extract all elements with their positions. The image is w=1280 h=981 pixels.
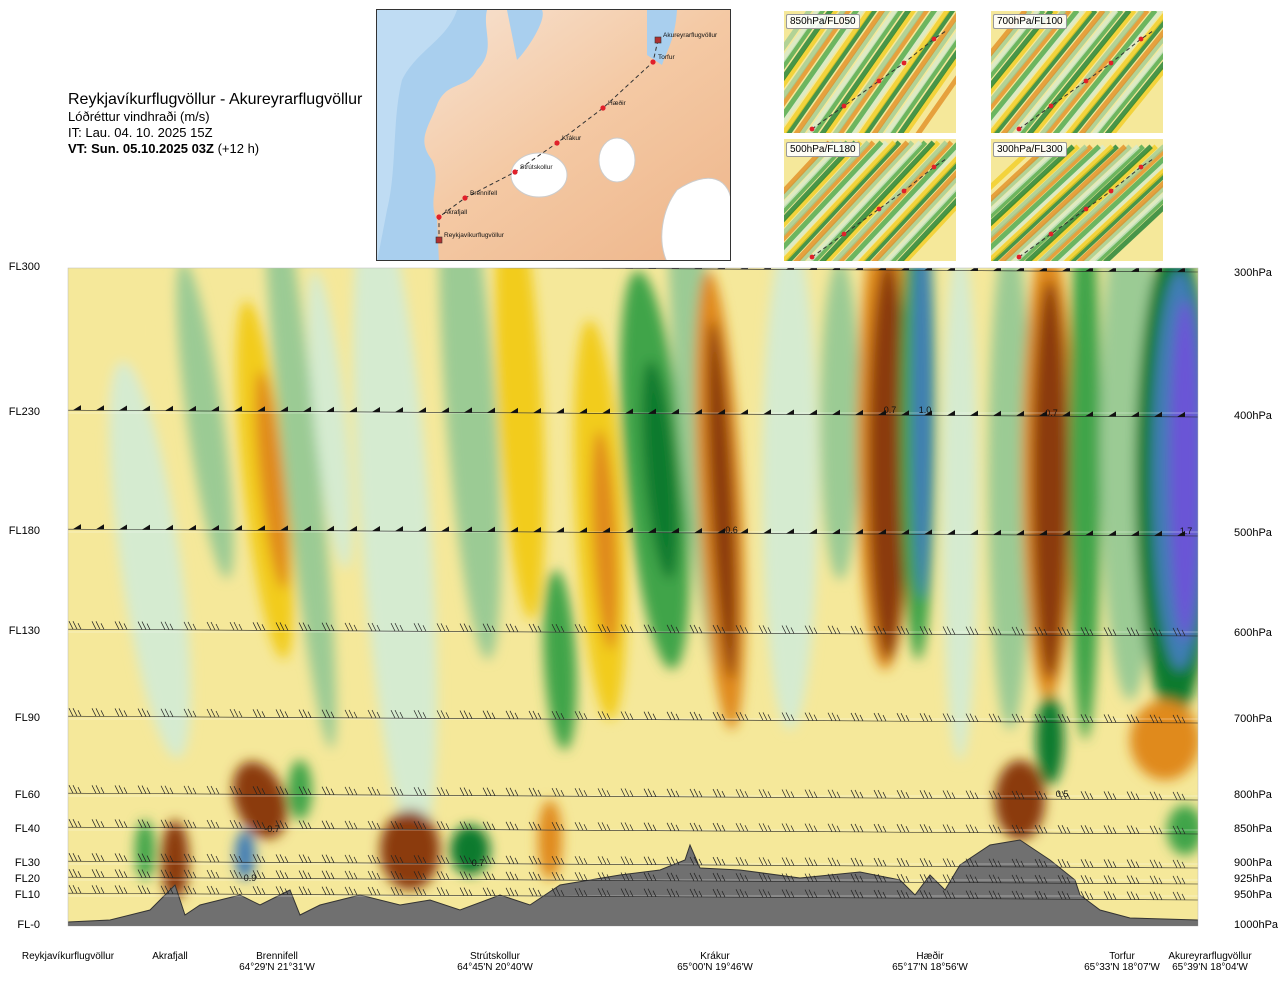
map-point-label: Akureyrarflugvöllur xyxy=(663,32,718,39)
flight-level-label: FL30 xyxy=(14,857,40,869)
title-block: Reykjavíkurflugvöllur - Akureyrarflugvöl… xyxy=(68,90,362,157)
map-point-label: Strútskollur xyxy=(520,164,553,171)
map-point-label: Reykjavíkurflugvöllur xyxy=(444,232,505,239)
value-annotation: 0.5 xyxy=(1056,789,1069,799)
flight-level-label: FL230 xyxy=(8,406,40,418)
map-point-label: Torfur xyxy=(658,54,675,61)
station-label: Strútskollur 64°45'N 20°40'W xyxy=(457,951,533,973)
pressure-level-label: 1000hPa xyxy=(1234,919,1279,931)
pressure-level-label: 500hPa xyxy=(1234,527,1272,539)
map-point-label: Akrafjall xyxy=(444,209,468,216)
map-point-marker xyxy=(436,214,442,220)
valid-time: VT: Sun. 05.10.2025 03Z (+12 h) xyxy=(68,141,260,156)
station-label: Brennifell 64°29'N 21°31'W xyxy=(239,951,315,973)
wind-barbs xyxy=(68,268,1198,901)
chart-title: Reykjavíkurflugvöllur - Akureyrarflugvöl… xyxy=(68,91,363,108)
flight-level-label: FL40 xyxy=(14,823,40,835)
map-point-marker xyxy=(600,105,606,111)
station-label: Hæðir 65°17'N 18°56'W xyxy=(892,951,968,973)
map-airport-marker xyxy=(435,236,443,244)
pressure-level-label: 700hPa xyxy=(1234,713,1272,725)
route-map: Akureyrarflugvöllur Torfur Hæðir Krákur Strú… xyxy=(376,9,731,261)
pressure-level-label: 300hPa xyxy=(1234,267,1272,279)
wind-bands xyxy=(68,268,1198,900)
value-annotation: -0.6 xyxy=(722,525,738,535)
value-annotation: -0.7 xyxy=(264,824,280,834)
pressure-level-label: 800hPa xyxy=(1234,789,1272,801)
chart-subtitle: Lóðréttur vindhraði (m/s) xyxy=(68,109,210,124)
value-annotation: 0.7 xyxy=(472,858,485,868)
terrain xyxy=(68,839,1198,926)
pressure-level-label: 900hPa xyxy=(1234,857,1272,869)
flight-level-label: FL60 xyxy=(14,789,40,801)
mini-map-500: 500hPa/FL180 xyxy=(784,139,956,261)
value-annotation: 1.7 xyxy=(1180,526,1193,536)
map-point-label: Brennifell xyxy=(470,190,498,197)
value-annotation: 0.9 xyxy=(244,873,257,883)
value-annotation: 0.7 xyxy=(884,405,897,415)
station-label: Krákur 65°00'N 19°46'W xyxy=(677,951,753,973)
mini-map-300: 300hPa/FL300 xyxy=(991,139,1163,261)
mini-map-700: 700hPa/FL100 xyxy=(991,11,1163,133)
flight-level-label: FL300 xyxy=(8,261,40,273)
station-label: Reykjavíkurflugvöllur xyxy=(21,951,115,962)
map-point-marker xyxy=(512,169,518,175)
value-annotations: -0.7 0.9 0.7 -0.6 0.7 1.0 -0.7 0.5 1.7 xyxy=(244,405,1193,883)
flight-level-label: FL-0 xyxy=(17,919,40,931)
pressure-level-label: 950hPa xyxy=(1234,889,1272,901)
map-point-label: Krákur xyxy=(562,135,582,142)
mini-map-850: 850hPa/FL050 xyxy=(784,11,956,133)
flight-level-label: FL20 xyxy=(14,873,40,885)
station-label: Torfur 65°33'N 18°07'W xyxy=(1084,951,1160,973)
value-annotation: 1.0 xyxy=(919,405,932,415)
pressure-level-label: 600hPa xyxy=(1234,627,1272,639)
station-label: Akureyrarflugvöllur 65°39'N 18°04'W xyxy=(1168,951,1252,973)
flight-level-label: FL180 xyxy=(8,525,40,537)
flight-level-label: FL90 xyxy=(14,712,40,724)
map-airport-marker xyxy=(654,36,662,44)
pressure-level-label: 400hPa xyxy=(1234,410,1272,422)
pressure-level-label: 850hPa xyxy=(1234,823,1272,835)
map-point-marker xyxy=(462,195,468,201)
map-point-marker xyxy=(554,140,560,146)
station-label: Akrafjall xyxy=(152,951,188,962)
value-annotation: -0.7 xyxy=(1042,408,1058,418)
pressure-level-label: 925hPa xyxy=(1234,873,1272,885)
flight-level-label: FL10 xyxy=(14,889,40,901)
flight-level-label: FL130 xyxy=(8,625,40,637)
map-point-marker xyxy=(650,59,656,65)
map-point-label: Hæðir xyxy=(608,99,627,107)
issue-time: IT: Lau. 04. 10. 2025 15Z xyxy=(68,125,213,140)
